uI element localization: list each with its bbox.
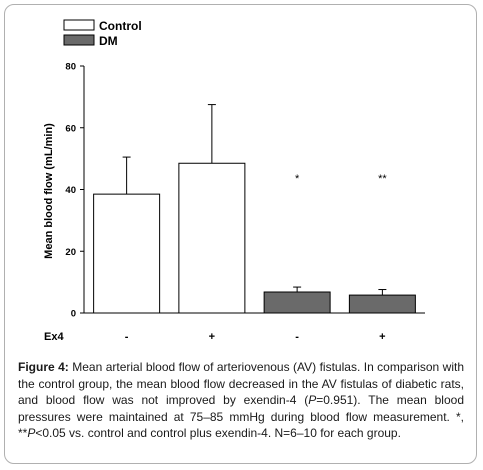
caption-text-1: Mean arterial blood flow of arteriovenou… — [18, 360, 464, 407]
error-bars — [122, 104, 387, 296]
legend: Control DM — [63, 19, 142, 48]
y-tick-label-0: 0 — [71, 309, 76, 320]
legend-label-control: Control — [99, 19, 142, 33]
bar-0 — [93, 193, 161, 314]
category-label-2: - — [295, 331, 299, 343]
legend-label-dm: DM — [99, 34, 118, 48]
caption-p-1: P — [308, 393, 317, 407]
caption-p-2: P — [27, 426, 36, 440]
y-axis-label: Mean blood flow (mL/min) — [43, 123, 55, 259]
y-tick-label-1: 20 — [65, 247, 76, 258]
category-label-1: + — [209, 331, 215, 343]
figure-frame — [4, 4, 477, 464]
figure-caption: Figure 4: Mean arterial blood flow of ar… — [18, 359, 464, 442]
category-labels: - + - + — [125, 331, 386, 343]
significance-annotations: * ** — [295, 173, 387, 185]
x-axis-label: Ex4 — [44, 331, 64, 343]
y-tick-label-4: 80 — [65, 62, 76, 73]
annotation-3: ** — [378, 173, 387, 185]
caption-text-2: =0.951). The mean blood pressures were m… — [18, 393, 464, 440]
bar-3 — [348, 294, 416, 314]
caption-text-3: <0.05 vs. control and control plus exend… — [35, 426, 401, 440]
annotation-2: * — [295, 173, 300, 185]
legend-swatch-dm — [63, 34, 95, 46]
bar-2 — [263, 291, 331, 314]
category-label-3: + — [379, 331, 385, 343]
y-tick-label-3: 60 — [65, 123, 76, 134]
category-label-0: - — [125, 331, 129, 343]
y-tick-label-2: 40 — [65, 185, 76, 196]
legend-swatch-control — [63, 19, 95, 31]
bar-1 — [178, 162, 246, 314]
caption-label: Figure 4: — [18, 360, 69, 374]
bars — [93, 162, 416, 314]
